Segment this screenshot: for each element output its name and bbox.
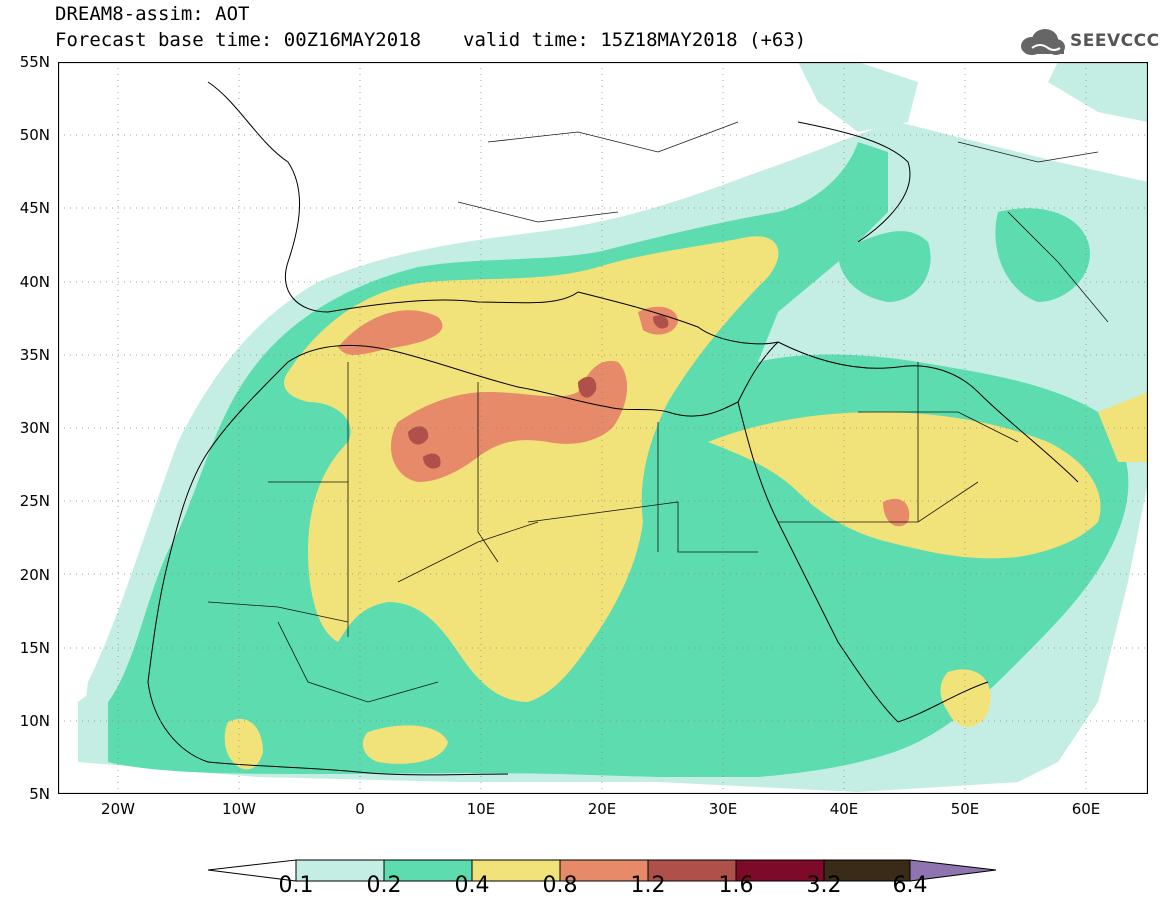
lon-label-60e: 60E xyxy=(1071,800,1101,818)
colorbar-label: 0.1 xyxy=(278,873,314,898)
colorbar-label: 0.4 xyxy=(454,873,490,898)
lat-label-20n: 20N xyxy=(19,566,50,584)
lon-label-10w: 10W xyxy=(222,800,256,818)
lon-label-40e: 40E xyxy=(829,800,859,818)
map-title: DREAM8-assim: AOT xyxy=(55,3,250,25)
lat-label-25n: 25N xyxy=(19,492,50,510)
lat-label-45n: 45N xyxy=(19,199,50,217)
lon-label-30e: 30E xyxy=(708,800,738,818)
colorbar-label: 1.6 xyxy=(718,873,754,898)
lat-label-35n: 35N xyxy=(19,346,50,364)
seevccc-logo: SEEVCCC xyxy=(1018,26,1160,60)
lon-label-20w: 20W xyxy=(101,800,135,818)
cloud-logo-icon xyxy=(1021,29,1065,55)
lat-label-55n: 55N xyxy=(19,53,50,71)
valid-time-label: valid time: 15Z18MAY2018 (+63) xyxy=(463,29,807,51)
lon-label-50e: 50E xyxy=(950,800,980,818)
map-subtitle: Forecast base time: 00Z16MAY2018 valid ti… xyxy=(55,30,806,50)
colorbar-over-triangle xyxy=(909,859,997,882)
lat-label-15n: 15N xyxy=(19,639,50,657)
logo-text: SEEVCCC xyxy=(1070,31,1160,51)
lon-label-20e: 20E xyxy=(587,800,617,818)
lat-label-40n: 40N xyxy=(19,273,50,291)
base-time-label: Forecast base time: 00Z16MAY2018 xyxy=(55,29,422,51)
colorbar-label: 6.4 xyxy=(892,873,928,898)
aot-field xyxy=(58,62,1148,794)
colorbar-label: 3.2 xyxy=(806,873,842,898)
colorbar-label: 0.2 xyxy=(366,873,402,898)
lon-label-0: 0 xyxy=(355,800,365,818)
aot-map xyxy=(58,62,1148,794)
colorbar-label: 0.8 xyxy=(542,873,578,898)
lat-label-30n: 30N xyxy=(19,419,50,437)
lat-label-50n: 50N xyxy=(19,126,50,144)
lon-label-10e: 10E xyxy=(466,800,496,818)
colorbar xyxy=(207,859,997,882)
lat-label-5n: 5N xyxy=(29,785,50,803)
colorbar-label: 1.2 xyxy=(630,873,666,898)
lat-label-10n: 10N xyxy=(19,712,50,730)
